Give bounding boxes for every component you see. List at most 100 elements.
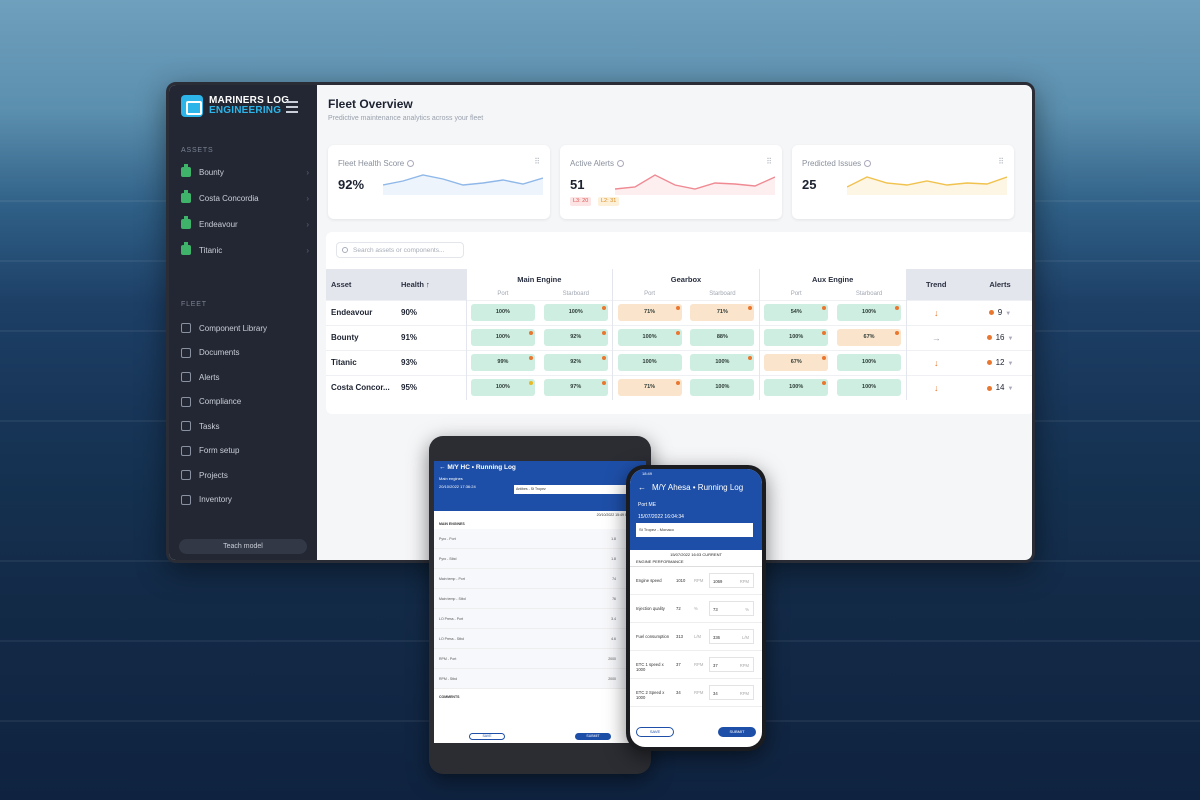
table-row[interactable]: Endeavour 90% 100% 100% 71% 71% 54% 100% ↓ 9 ▼: [326, 299, 1032, 325]
phone-title: M/Y Ahesa • Running Log: [652, 483, 744, 492]
table-row[interactable]: Costa Concor... 95% 100% 97% 71% 100% 100% 100%…: [326, 374, 1032, 400]
sidebar-item-form-setup[interactable]: Form setup: [181, 442, 311, 460]
table-row[interactable]: Titanic 93% 99% 92% 100% 100% 67% 100% ↓ 12 ▼: [326, 349, 1032, 375]
component-health-badge[interactable]: 54%: [764, 304, 829, 321]
tablet-save-button[interactable]: SAVE: [469, 732, 505, 740]
sidebar-item-compliance[interactable]: Compliance: [181, 393, 311, 411]
log-row-unit: RPM: [694, 690, 704, 695]
chevron-down-icon[interactable]: ▼: [1007, 386, 1014, 393]
kpi-card-title: Active Alerts: [570, 159, 615, 168]
chevron-down-icon[interactable]: ▼: [1007, 336, 1014, 342]
tablet-submit-button[interactable]: SUBMIT: [575, 732, 611, 740]
log-row-input[interactable]: 73%: [709, 601, 754, 616]
component-cell: 100%: [832, 349, 906, 375]
alerts-cell[interactable]: 12 ▼: [966, 349, 1032, 375]
log-row-previous: 1010: [676, 578, 686, 583]
sidebar-item-tasks[interactable]: Tasks: [181, 417, 311, 435]
alerts-cell[interactable]: 16 ▼: [966, 324, 1032, 350]
component-health-badge[interactable]: 100%: [837, 379, 902, 397]
info-icon[interactable]: [407, 160, 415, 168]
component-health-badge[interactable]: 100%: [470, 304, 535, 321]
component-health-badge[interactable]: 100%: [617, 329, 682, 346]
kpi-card[interactable]: Predicted Issues ⠿ 25: [792, 145, 1014, 219]
sidebar-item-projects[interactable]: Projects: [181, 466, 311, 484]
log-row-label: Pyro - Port: [439, 536, 456, 541]
table-row[interactable]: Bounty 91% 100% 92% 100% 88% 100% 67% → 16 ▼: [326, 324, 1032, 350]
drag-handle-icon[interactable]: ⠿: [534, 157, 540, 166]
sidebar-asset-item[interactable]: Titanic ›: [181, 241, 311, 259]
alerts-cell[interactable]: 14 ▼: [966, 374, 1032, 400]
phone-submit-button[interactable]: SUBMIT: [718, 727, 756, 737]
component-health-badge[interactable]: 100%: [837, 304, 902, 321]
sidebar-item-inventory[interactable]: Inventory: [181, 491, 311, 509]
asset-name[interactable]: Endeavour: [326, 299, 396, 325]
component-health-badge[interactable]: 100%: [617, 354, 682, 371]
tablet-comments-label: COMMENTS: [439, 695, 460, 699]
phone-location-field[interactable]: St Tropez - Monaco: [636, 523, 753, 537]
kpi-card-title: Fleet Health Score: [338, 159, 405, 168]
phone-save-button[interactable]: SAVE: [636, 727, 674, 737]
asset-name[interactable]: Bounty: [326, 324, 396, 350]
component-health-badge[interactable]: 100%: [690, 379, 755, 397]
component-health-badge[interactable]: 100%: [470, 379, 535, 397]
component-health-badge[interactable]: 97%: [543, 379, 608, 397]
back-arrow-icon[interactable]: ←: [638, 483, 646, 492]
component-health-badge[interactable]: 100%: [837, 354, 902, 371]
info-icon[interactable]: [864, 160, 872, 168]
component-health-badge[interactable]: 92%: [543, 354, 608, 371]
alerts-cell[interactable]: 9 ▼: [966, 299, 1032, 325]
col-alerts[interactable]: Alerts: [966, 269, 1032, 300]
drag-handle-icon[interactable]: ⠿: [998, 157, 1004, 166]
component-health-badge[interactable]: 100%: [764, 379, 829, 397]
drag-handle-icon[interactable]: ⠿: [766, 157, 772, 166]
log-row-input[interactable]: 1069 RPM: [709, 573, 754, 588]
sidebar: MARINERS LOG ENGINEERING ASSETS Bounty › C…: [169, 85, 317, 560]
component-health-badge[interactable]: 67%: [837, 329, 902, 346]
component-health-value: 100%: [495, 309, 510, 315]
back-arrow-icon[interactable]: ←: [439, 464, 448, 471]
log-row-input[interactable]: 37 RPM: [709, 657, 754, 672]
col-health[interactable]: Health ↑: [396, 269, 466, 300]
sidebar-asset-item[interactable]: Bounty ›: [181, 163, 311, 181]
asset-name[interactable]: Costa Concor...: [326, 374, 396, 400]
chevron-down-icon[interactable]: ▼: [1005, 311, 1012, 317]
log-row-input-value: 73: [713, 607, 718, 612]
component-health-badge[interactable]: 71%: [617, 379, 682, 397]
component-health-badge[interactable]: 71%: [690, 304, 755, 321]
search-input[interactable]: Search assets or components...: [336, 242, 464, 258]
kpi-card[interactable]: Active Alerts ⠿ 51 L3: 20 L2: 31: [560, 145, 782, 219]
sub-starboard: Starboard: [539, 289, 613, 300]
sidebar-item-documents[interactable]: Documents: [181, 344, 311, 362]
teach-model-button[interactable]: Teach model: [179, 539, 307, 554]
tablet-location-field[interactable]: Antibes - St Tropez: [514, 485, 627, 494]
tablet-current-label: 20/10/2022 15:49 CURRENT: [596, 513, 642, 517]
component-health-badge[interactable]: 71%: [617, 304, 682, 321]
col-asset[interactable]: Asset: [326, 269, 396, 300]
brand-logo[interactable]: MARINERS LOG ENGINEERING: [181, 95, 289, 117]
component-health-badge[interactable]: 67%: [764, 354, 829, 371]
component-cell: 100%: [465, 324, 540, 350]
log-row-label: Injection quality: [636, 606, 665, 611]
sidebar-item-alerts[interactable]: Alerts: [181, 368, 311, 386]
chevron-right-icon: ›: [306, 245, 309, 255]
component-health-badge[interactable]: 92%: [543, 329, 608, 346]
info-icon[interactable]: [617, 160, 625, 168]
sidebar-asset-label: Titanic: [199, 245, 223, 255]
component-health-badge[interactable]: 100%: [690, 354, 755, 371]
sidebar-asset-item[interactable]: Endeavour ›: [181, 215, 311, 233]
chevron-down-icon[interactable]: ▼: [1007, 361, 1014, 367]
sidebar-item-component-library[interactable]: Component Library: [181, 319, 311, 337]
asset-name[interactable]: Titanic: [326, 349, 396, 375]
log-row-input[interactable]: 34 RPM: [709, 685, 754, 700]
component-health-badge[interactable]: 100%: [543, 304, 608, 321]
component-health-badge[interactable]: 100%: [764, 329, 829, 346]
component-health-value: 67%: [863, 334, 875, 340]
log-row-input[interactable]: 336 L/M: [709, 629, 754, 644]
component-health-badge[interactable]: 99%: [470, 354, 535, 371]
component-health-badge[interactable]: 88%: [690, 329, 755, 346]
component-health-badge[interactable]: 100%: [470, 329, 535, 346]
menu-toggle-icon[interactable]: [286, 101, 298, 116]
component-cell: 100%: [465, 374, 540, 400]
kpi-card[interactable]: Fleet Health Score ⠿ 92%: [328, 145, 550, 219]
sidebar-asset-item[interactable]: Costa Concordia ›: [181, 189, 311, 207]
